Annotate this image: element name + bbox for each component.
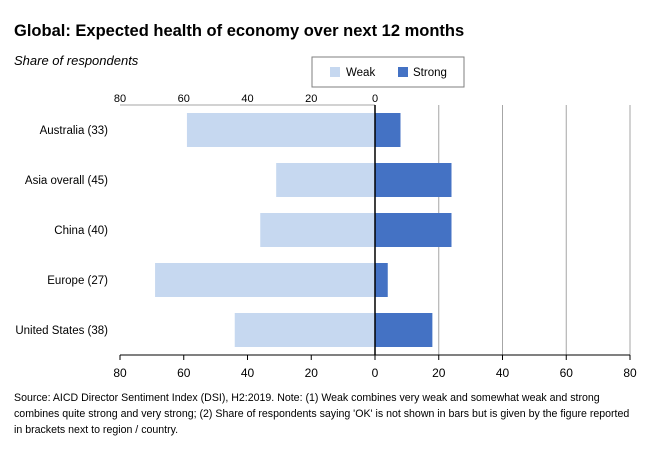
bar-weak [276, 163, 375, 197]
top-axis-tick-label: 60 [178, 93, 190, 105]
legend-label-weak: Weak [346, 67, 375, 79]
legend-label-strong: Strong [413, 67, 447, 79]
x-axis-tick-label: 60 [177, 366, 191, 380]
x-axis-tick-label: 20 [305, 366, 319, 380]
source-note: Source: AICD Director Sentiment Index (D… [14, 392, 630, 436]
bar-strong [375, 263, 388, 297]
x-axis-tick-label: 40 [241, 366, 255, 380]
bar-chart: 80 60 40 20 0 Australia (33) Asia overall (45)… [15, 56, 637, 380]
category-label: China (40) [54, 225, 108, 237]
top-axis-tick-label: 20 [305, 93, 317, 105]
category-label: Asia overall (45) [25, 175, 108, 187]
x-axis-tick-label: 40 [496, 366, 510, 380]
x-axis-tick-label: 60 [560, 366, 574, 380]
bar-weak [260, 213, 375, 247]
x-axis-tick-label: 20 [432, 366, 446, 380]
bar-weak [155, 263, 375, 297]
x-axis-tick-label: 0 [372, 366, 379, 380]
bar-strong [375, 113, 401, 147]
x-axis-tick-label: 80 [623, 366, 637, 380]
x-axis-tick-label: 80 [113, 366, 127, 380]
top-axis-tick-label: 80 [114, 93, 126, 105]
chart-subtitle: Share of respondents [14, 53, 139, 68]
bar-weak [186, 113, 375, 147]
top-axis-tick-label: 40 [241, 93, 253, 105]
legend-swatch-strong [398, 67, 408, 77]
bar-strong [375, 213, 452, 247]
top-axis-tick-label: 0 [372, 93, 378, 105]
category-label: United States (38) [15, 325, 108, 337]
chart-title: Global: Expected health of economy over … [14, 22, 465, 40]
bar-strong [375, 163, 452, 197]
category-label: Australia (33) [40, 125, 109, 137]
category-label: Europe (27) [47, 275, 108, 287]
bar-strong [375, 313, 433, 347]
bar-weak [234, 313, 375, 347]
legend-swatch-weak [330, 67, 340, 77]
